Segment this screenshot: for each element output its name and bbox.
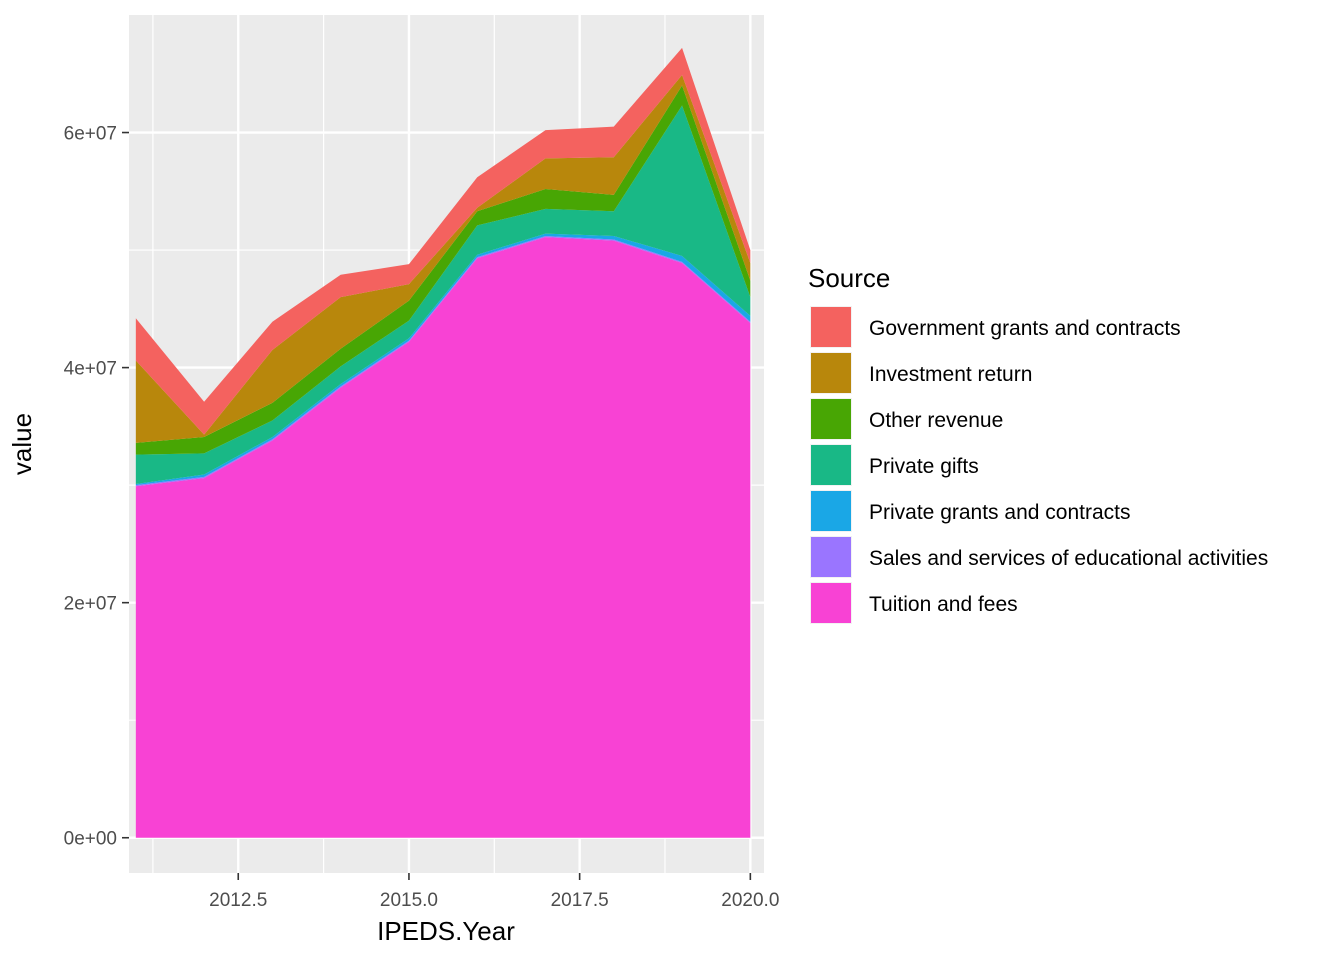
area-other-revenue xyxy=(135,85,751,455)
x-tick-label: 2012.5 xyxy=(209,890,267,911)
legend-swatch-other-revenue xyxy=(811,399,851,439)
area-layers xyxy=(135,47,751,838)
legend-label-private-gifts: Private gifts xyxy=(869,455,979,478)
legend-label-investment-return: Investment return xyxy=(869,363,1032,386)
legend-label-sales-and-services-of-educational-activities: Sales and services of educational activi… xyxy=(869,547,1268,570)
y-tick-label: 0e+00 xyxy=(64,829,117,850)
x-axis-title: IPEDS.Year xyxy=(377,916,515,946)
legend-label-other-revenue: Other revenue xyxy=(869,409,1003,432)
y-tick-label: 4e+07 xyxy=(64,359,117,380)
area-private-gifts xyxy=(135,105,751,484)
y-axis-title: value xyxy=(7,413,37,475)
x-tick-label: 2017.5 xyxy=(551,890,609,911)
area-government-grants-and-contracts xyxy=(135,47,751,435)
x-tick-label: 2015.0 xyxy=(380,890,438,911)
legend-swatch-investment-return xyxy=(811,353,851,393)
legend-label-private-grants-and-contracts: Private grants and contracts xyxy=(869,501,1130,524)
legend-swatch-sales-and-services-of-educational-activities xyxy=(811,537,851,577)
legend-swatch-private-grants-and-contracts xyxy=(811,491,851,531)
legend-swatch-government-grants-and-contracts xyxy=(811,307,851,347)
legend-swatch-tuition-and-fees xyxy=(811,583,851,623)
y-tick-label: 2e+07 xyxy=(64,594,117,615)
y-tick-label: 6e+07 xyxy=(64,124,117,145)
legend: Government grants and contracts Investmen… xyxy=(810,306,1268,624)
x-tick-label: 2020.0 xyxy=(721,890,779,911)
axes: 2012.5 2015.0 2017.5 2020.0 0e+00 2e+07 4e+07 6… xyxy=(64,124,780,911)
area-investment-return xyxy=(135,74,751,443)
area-tuition-and-fees xyxy=(135,237,751,838)
legend-label-government-grants-and-contracts: Government grants and contracts xyxy=(869,317,1181,340)
legend-swatch-private-gifts xyxy=(811,445,851,485)
legend-title: Source xyxy=(808,263,890,293)
legend-label-tuition-and-fees: Tuition and fees xyxy=(869,593,1018,616)
